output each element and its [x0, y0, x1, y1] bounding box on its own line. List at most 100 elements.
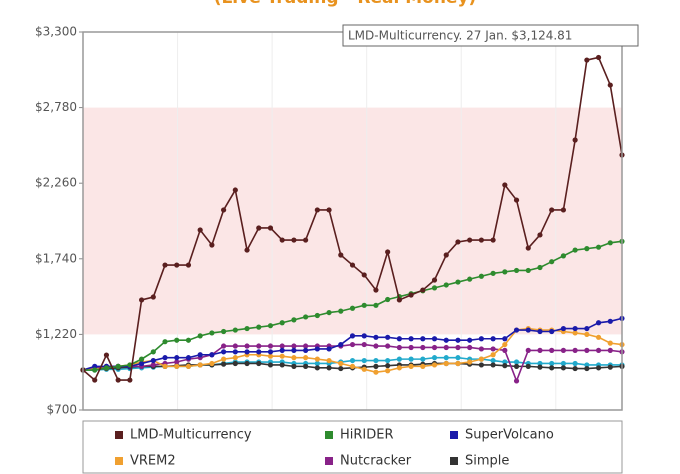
point	[303, 237, 309, 243]
point	[443, 252, 449, 258]
point	[408, 363, 414, 369]
point	[513, 363, 520, 369]
point	[174, 355, 180, 361]
point	[373, 302, 379, 308]
point	[174, 262, 180, 268]
point	[326, 207, 332, 213]
point	[595, 334, 602, 340]
point	[338, 341, 344, 348]
point	[525, 363, 531, 369]
point	[467, 359, 473, 365]
point	[467, 344, 473, 351]
point	[314, 346, 320, 352]
tooltip: LMD-Multicurrency. 27 Jan. $3,124.81	[342, 24, 639, 47]
point	[291, 363, 297, 369]
point	[197, 227, 203, 233]
point	[420, 287, 426, 293]
point	[326, 346, 332, 352]
point	[291, 343, 297, 349]
point	[431, 277, 438, 283]
y-tick-label: $1,220	[35, 327, 77, 341]
point	[408, 344, 414, 351]
point	[455, 337, 461, 343]
point	[185, 363, 192, 369]
point	[584, 347, 590, 353]
point	[185, 262, 192, 268]
point	[396, 297, 402, 303]
point	[267, 362, 274, 368]
point	[572, 360, 578, 367]
point	[150, 357, 156, 364]
point	[584, 331, 590, 337]
point	[607, 318, 613, 324]
legend-label: Simple	[465, 454, 509, 469]
point	[607, 240, 613, 246]
point	[221, 207, 227, 213]
point	[502, 336, 508, 342]
point	[385, 334, 391, 340]
point	[244, 325, 250, 332]
point	[127, 377, 133, 383]
point	[467, 337, 473, 343]
point	[209, 242, 215, 248]
point	[525, 245, 531, 251]
point	[584, 362, 590, 368]
point	[420, 356, 426, 362]
point	[92, 377, 98, 383]
point	[396, 365, 402, 371]
point	[502, 341, 508, 348]
point	[185, 337, 192, 343]
point	[232, 343, 238, 349]
point	[455, 279, 461, 285]
point	[502, 347, 508, 353]
point	[267, 353, 274, 359]
point	[595, 244, 602, 250]
point	[607, 82, 613, 88]
point	[338, 252, 344, 258]
point	[138, 356, 145, 362]
point	[174, 337, 180, 343]
legend-swatch	[325, 457, 333, 465]
point	[607, 340, 613, 346]
point	[537, 328, 543, 335]
point	[232, 355, 238, 361]
point	[478, 346, 484, 352]
point	[443, 344, 449, 351]
point	[326, 365, 332, 371]
point	[361, 302, 367, 308]
point	[256, 225, 262, 231]
point	[232, 327, 238, 333]
point	[443, 282, 449, 288]
point	[314, 365, 320, 371]
point	[385, 343, 391, 349]
point	[467, 276, 473, 282]
point	[338, 360, 344, 367]
point	[303, 343, 309, 349]
point	[291, 317, 297, 323]
y-tick-label: $1,740	[35, 251, 77, 265]
y-tick-label: $3,300	[35, 25, 77, 39]
point	[560, 365, 567, 371]
legend-label: LMD-Multicurrency	[130, 428, 252, 443]
point	[478, 356, 484, 362]
point	[267, 343, 274, 349]
point	[490, 336, 496, 342]
point	[162, 339, 168, 345]
point	[314, 356, 320, 362]
point	[279, 353, 285, 359]
point	[607, 364, 613, 370]
point	[115, 363, 121, 369]
point	[549, 347, 555, 353]
legend-label: SuperVolcano	[465, 428, 554, 443]
point	[162, 363, 168, 369]
point	[373, 343, 379, 349]
point	[373, 287, 379, 293]
point	[537, 360, 543, 367]
point	[221, 356, 227, 362]
point	[303, 347, 309, 353]
point	[232, 349, 238, 355]
point	[349, 341, 356, 348]
point	[584, 246, 590, 252]
legend-label: HiRIDER	[340, 428, 394, 443]
